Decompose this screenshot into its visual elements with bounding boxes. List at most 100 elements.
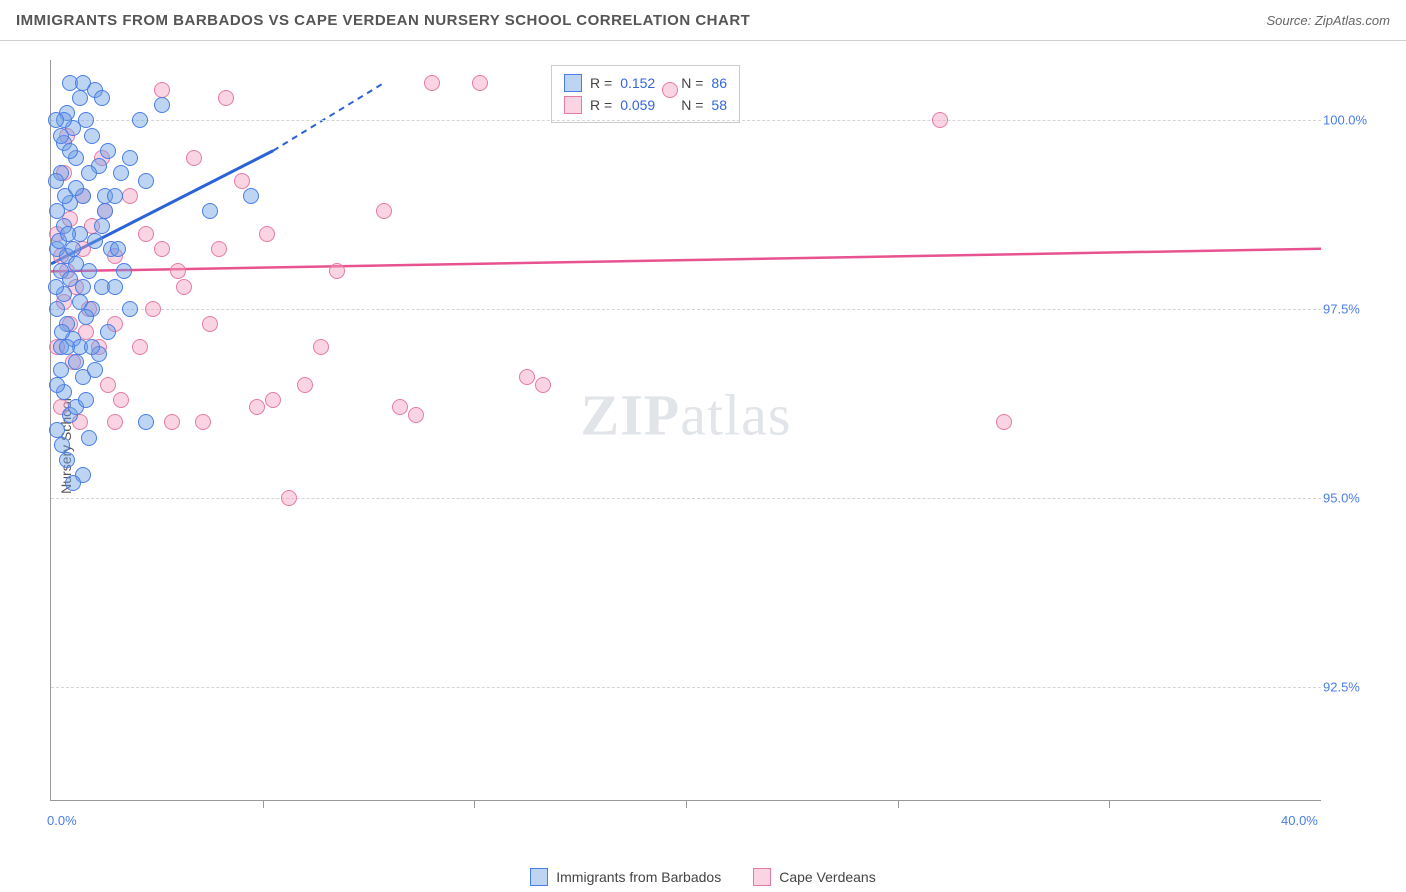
scatter-point-capeverdean xyxy=(249,399,265,415)
scatter-point-barbados xyxy=(138,173,154,189)
chart-title: IMMIGRANTS FROM BARBADOS VS CAPE VERDEAN… xyxy=(16,12,750,29)
legend-item-capeverdean: Cape Verdeans xyxy=(753,868,876,886)
gridline xyxy=(51,309,1321,310)
scatter-point-capeverdean xyxy=(259,226,275,242)
scatter-point-barbados xyxy=(110,241,126,257)
scatter-point-capeverdean xyxy=(195,414,211,430)
scatter-point-capeverdean xyxy=(122,188,138,204)
scatter-point-capeverdean xyxy=(281,490,297,506)
scatter-point-capeverdean xyxy=(113,392,129,408)
x-minor-tick xyxy=(686,800,687,808)
y-tick-label: 95.0% xyxy=(1323,490,1371,505)
scatter-point-capeverdean xyxy=(100,377,116,393)
scatter-point-capeverdean xyxy=(313,339,329,355)
scatter-point-barbados xyxy=(154,97,170,113)
scatter-point-barbados xyxy=(54,437,70,453)
legend-row-barbados: R = 0.152 N = 86 xyxy=(564,72,727,94)
watermark: ZIPatlas xyxy=(581,382,792,449)
scatter-point-capeverdean xyxy=(472,75,488,91)
x-minor-tick xyxy=(1109,800,1110,808)
scatter-point-capeverdean xyxy=(211,241,227,257)
scatter-point-barbados xyxy=(48,279,64,295)
scatter-point-barbados xyxy=(78,392,94,408)
scatter-point-barbados xyxy=(81,430,97,446)
scatter-point-capeverdean xyxy=(662,82,678,98)
scatter-point-barbados xyxy=(68,354,84,370)
scatter-point-barbados xyxy=(49,422,65,438)
scatter-point-capeverdean xyxy=(265,392,281,408)
scatter-point-capeverdean xyxy=(535,377,551,393)
scatter-point-barbados xyxy=(49,301,65,317)
scatter-point-capeverdean xyxy=(297,377,313,393)
scatter-point-capeverdean xyxy=(202,316,218,332)
scatter-point-barbados xyxy=(54,324,70,340)
legend-swatch-capeverdean-bottom xyxy=(753,868,771,886)
scatter-point-capeverdean xyxy=(996,414,1012,430)
scatter-point-barbados xyxy=(84,128,100,144)
scatter-point-capeverdean xyxy=(218,90,234,106)
scatter-point-barbados xyxy=(81,165,97,181)
scatter-point-barbados xyxy=(59,339,75,355)
scatter-point-barbados xyxy=(62,143,78,159)
scatter-point-capeverdean xyxy=(145,301,161,317)
scatter-point-capeverdean xyxy=(170,263,186,279)
x-minor-tick xyxy=(474,800,475,808)
scatter-point-barbados xyxy=(72,90,88,106)
scatter-point-barbados xyxy=(59,452,75,468)
scatter-point-capeverdean xyxy=(932,112,948,128)
scatter-point-capeverdean xyxy=(107,414,123,430)
scatter-point-barbados xyxy=(49,377,65,393)
legend-swatch-capeverdean xyxy=(564,96,582,114)
scatter-point-barbados xyxy=(122,150,138,166)
scatter-point-capeverdean xyxy=(424,75,440,91)
scatter-point-barbados xyxy=(53,362,69,378)
scatter-point-capeverdean xyxy=(329,263,345,279)
correlation-legend: R = 0.152 N = 86 R = 0.059 N = 58 xyxy=(551,65,740,123)
scatter-point-barbados xyxy=(243,188,259,204)
scatter-point-barbados xyxy=(84,339,100,355)
scatter-point-barbados xyxy=(48,112,64,128)
scatter-point-capeverdean xyxy=(138,226,154,242)
series-legend: Immigrants from Barbados Cape Verdeans xyxy=(0,868,1406,886)
x-minor-tick xyxy=(263,800,264,808)
scatter-point-barbados xyxy=(87,233,103,249)
scatter-point-barbados xyxy=(94,90,110,106)
scatter-point-barbados xyxy=(60,226,76,242)
scatter-point-capeverdean xyxy=(234,173,250,189)
scatter-point-capeverdean xyxy=(176,279,192,295)
scatter-point-barbados xyxy=(100,143,116,159)
scatter-point-barbados xyxy=(87,362,103,378)
scatter-point-barbados xyxy=(97,203,113,219)
chart-source: Source: ZipAtlas.com xyxy=(1266,13,1390,28)
scatter-point-capeverdean xyxy=(154,82,170,98)
scatter-point-barbados xyxy=(78,309,94,325)
x-tick-label: 40.0% xyxy=(1281,813,1318,828)
scatter-point-barbados xyxy=(65,475,81,491)
legend-item-barbados: Immigrants from Barbados xyxy=(530,868,721,886)
gridline xyxy=(51,498,1321,499)
scatter-point-barbados xyxy=(53,128,69,144)
scatter-point-barbados xyxy=(68,180,84,196)
scatter-point-capeverdean xyxy=(132,339,148,355)
scatter-point-barbados xyxy=(107,279,123,295)
scatter-point-barbados xyxy=(48,173,64,189)
scatter-point-capeverdean xyxy=(154,241,170,257)
legend-swatch-barbados xyxy=(564,74,582,92)
scatter-point-capeverdean xyxy=(164,414,180,430)
scatter-point-capeverdean xyxy=(519,369,535,385)
scatter-point-capeverdean xyxy=(392,399,408,415)
scatter-point-barbados xyxy=(81,263,97,279)
scatter-point-barbados xyxy=(132,112,148,128)
y-tick-label: 97.5% xyxy=(1323,302,1371,317)
scatter-point-barbados xyxy=(107,188,123,204)
scatter-point-capeverdean xyxy=(408,407,424,423)
y-tick-label: 100.0% xyxy=(1323,113,1371,128)
scatter-point-barbados xyxy=(202,203,218,219)
scatter-point-barbados xyxy=(49,203,65,219)
trend-lines xyxy=(51,60,1321,800)
scatter-point-barbados xyxy=(113,165,129,181)
legend-swatch-barbados-bottom xyxy=(530,868,548,886)
x-tick-label: 0.0% xyxy=(47,813,77,828)
scatter-point-barbados xyxy=(122,301,138,317)
gridline xyxy=(51,687,1321,688)
